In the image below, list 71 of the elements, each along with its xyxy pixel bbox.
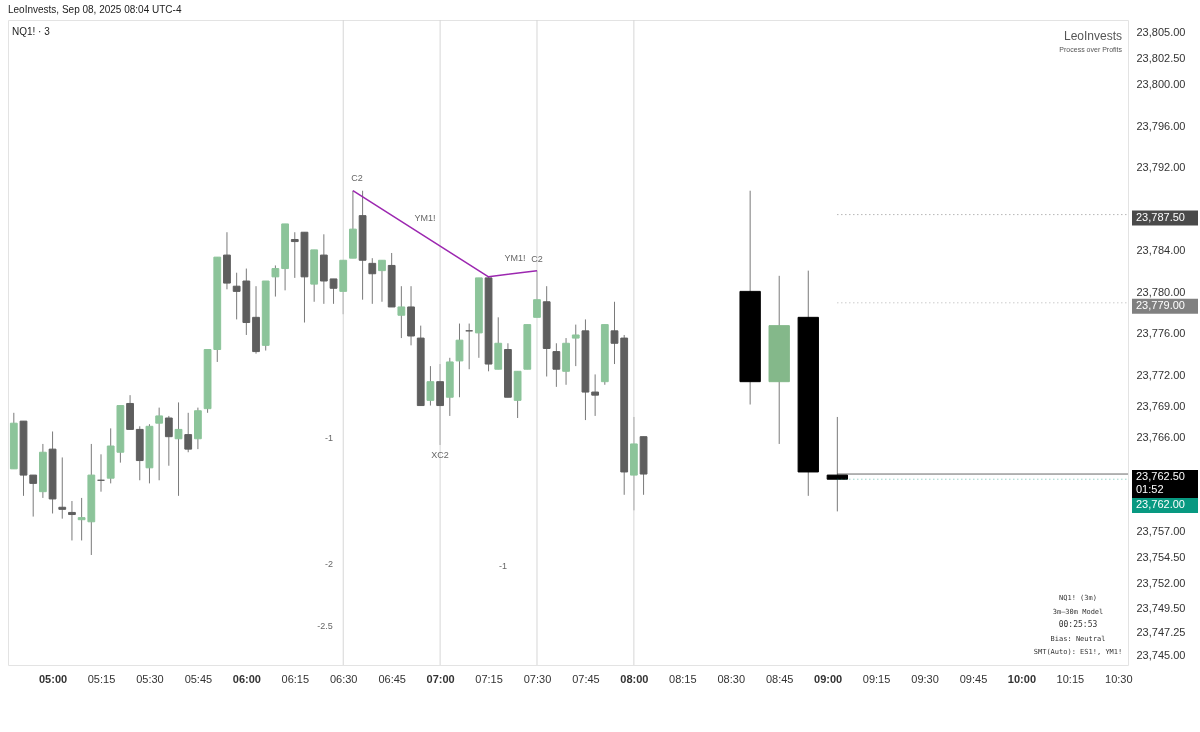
- candlestick: [552, 342, 561, 388]
- x-tick-label: 08:15: [669, 672, 697, 685]
- x-tick-label: 09:00: [814, 672, 843, 685]
- y-tick-label: 23,800.00: [1136, 78, 1186, 91]
- candlestick: [68, 500, 76, 541]
- x-tick-label: 06:15: [281, 672, 310, 685]
- y-tick-label: 23,802.50: [1136, 52, 1186, 65]
- candlestick: [426, 365, 435, 407]
- annotation: 00:25:53: [1058, 620, 1098, 629]
- candlestick: [397, 285, 406, 339]
- chart-subtitle: LeoInvests, Sep 08, 2025 08:04 UTC-4: [8, 4, 182, 15]
- x-tick-label: 08:00: [620, 672, 649, 685]
- x-tick-label: 08:45: [765, 672, 794, 685]
- candlestick: [164, 415, 173, 467]
- y-tick-label: 23,752.00: [1136, 576, 1186, 589]
- x-tick-label: 05:45: [184, 672, 213, 685]
- y-tick-label: 23,745.00: [1136, 649, 1186, 662]
- y-tick-label: 23,792.00: [1136, 161, 1186, 174]
- y-tick-label: 23,776.00: [1136, 327, 1186, 340]
- text: NQ1! · 3: [12, 26, 51, 37]
- annotation: -2: [324, 559, 334, 569]
- annotation: C2: [531, 254, 543, 265]
- x-tick-label: 05:30: [136, 672, 164, 685]
- x-tick-label: 08:30: [717, 672, 746, 685]
- y-tick-label: 23,796.00: [1136, 119, 1186, 132]
- y-tick-label: 23,805.00: [1136, 26, 1186, 39]
- y-tick-label: 23,754.50: [1136, 550, 1186, 563]
- y-tick-label: 23,747.25: [1136, 625, 1186, 638]
- x-tick-label: 09:30: [911, 672, 939, 685]
- candlestick: [368, 257, 377, 305]
- ref-line-label: 23,779.00: [1136, 298, 1185, 311]
- candlestick: [571, 324, 580, 367]
- annotation: YM1!: [504, 253, 526, 263]
- x-tick-label: 06:45: [378, 672, 406, 685]
- ref-line-label: 23,787.50: [1136, 210, 1185, 223]
- ref-line-label: 23,762.50 01:52: [1136, 470, 1185, 496]
- annotation: -2.5: [317, 621, 333, 631]
- y-tick-label: 23,784.00: [1136, 244, 1186, 257]
- annotation: YM1!: [414, 213, 436, 223]
- y-tick-label: 23,766.00: [1136, 431, 1186, 444]
- annotation: -1: [498, 561, 508, 571]
- annotation: LeoInvests: [1063, 29, 1122, 43]
- x-tick-label: 09:15: [862, 672, 891, 685]
- annotation: -1: [324, 433, 334, 443]
- y-tick-label: 23,772.00: [1136, 368, 1186, 381]
- candlestick: [155, 407, 164, 481]
- y-tick-label: 23,780.00: [1136, 285, 1186, 298]
- candlestick: [58, 456, 67, 520]
- x-tick-label: 10:00: [1007, 672, 1036, 685]
- x-tick-label: 06:30: [329, 672, 358, 685]
- ref-line-label: 23,762.00: [1136, 498, 1185, 511]
- x-tick-label: 10:30: [1105, 672, 1133, 685]
- candlestick: [378, 259, 386, 303]
- candlestick: [174, 401, 183, 497]
- x-tick-label: 06:00: [232, 672, 261, 685]
- x-tick-label: 05:15: [87, 672, 116, 685]
- y-tick-label: 23,757.00: [1136, 524, 1186, 537]
- x-tick-label: 07:15: [475, 672, 503, 685]
- y-tick-label: 23,749.50: [1136, 602, 1186, 615]
- candlestick: [184, 412, 193, 453]
- x-tick-label: 05:00: [39, 672, 68, 685]
- annotation: C2: [351, 173, 363, 183]
- candlestick: [591, 373, 600, 417]
- x-tick-label: 09:45: [959, 672, 988, 685]
- y-tick-label: 23,769.00: [1136, 400, 1186, 413]
- x-tick-label: 07:30: [523, 672, 552, 685]
- x-tick-label: 07:00: [426, 672, 455, 685]
- candlestick: [271, 264, 280, 298]
- annotation: XC2: [431, 450, 449, 461]
- x-tick-label: 07:45: [572, 672, 600, 685]
- x-tick-label: 10:15: [1056, 672, 1085, 685]
